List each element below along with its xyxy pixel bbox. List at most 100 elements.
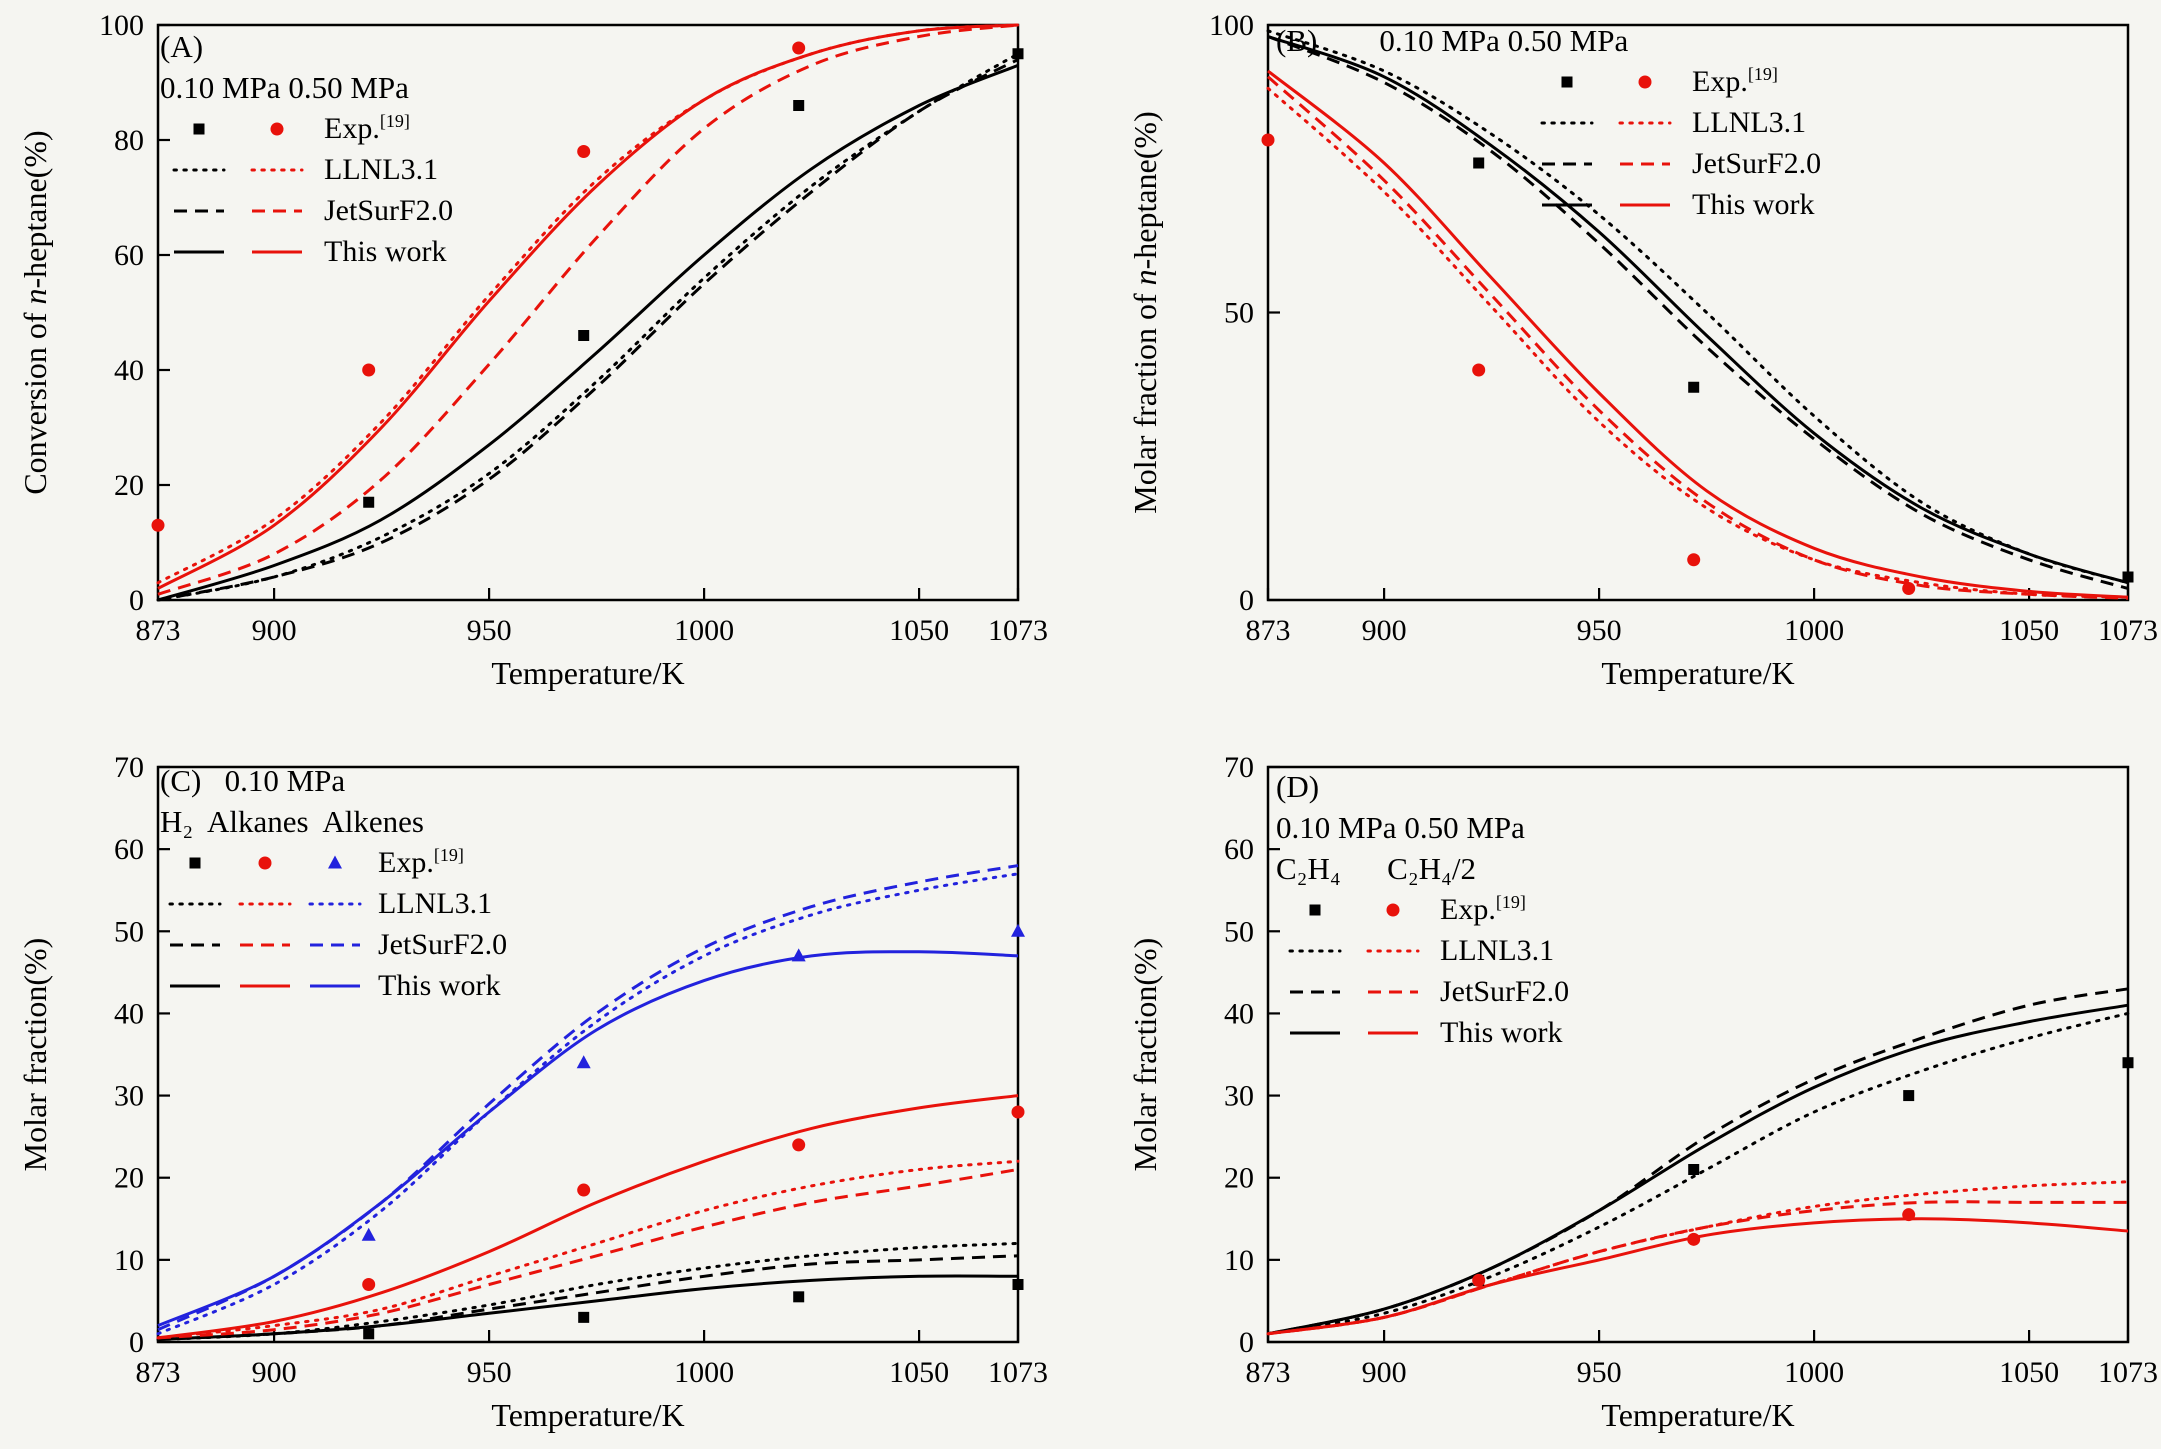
- legend-title-line: (D): [1276, 769, 1320, 804]
- legend-row-jetsurf2-0: JetSurF2.0: [1276, 971, 1569, 1012]
- exp-h2-point: [1012, 1279, 1024, 1290]
- y-tick-label: 70: [114, 752, 144, 784]
- x-tick-label: 1000: [674, 614, 734, 647]
- x-tick-label: 1050: [1999, 614, 2059, 647]
- circle-marker-icon: [230, 852, 300, 874]
- exp-0-10-mpa-point: [363, 496, 375, 508]
- y-tick-label: 50: [1224, 915, 1254, 948]
- legend-row-llnl3-1: LLNL3.1: [1276, 930, 1569, 971]
- panel-A-chart: 873 900 950 1000 1050 1073 0 20 40 60 80 100 Tempera…: [17, 10, 1048, 691]
- x-axis-label: Temperature/K: [491, 655, 684, 691]
- exp-alkenes-point: [791, 948, 806, 962]
- dashed-line-icon: [160, 200, 238, 222]
- exp-0-10-mpa-point: [578, 330, 590, 341]
- y-axis-label: Molar fraction of n-heptane(%): [1127, 111, 1163, 513]
- solid-line-icon: [1528, 194, 1606, 216]
- solid-line-icon: [238, 241, 316, 263]
- x-tick-label: 900: [252, 614, 297, 647]
- exp-alkenes-point: [576, 1055, 591, 1069]
- x-tick-label: 873: [1246, 1356, 1291, 1389]
- exp-0-10-mpa-point: [793, 100, 805, 111]
- dotted-line-icon: [160, 893, 230, 915]
- legend-label: JetSurF2.0: [1440, 974, 1570, 1008]
- legend-label: This work: [1692, 187, 1815, 221]
- dashed-line-icon: [230, 934, 300, 956]
- legend-label: LLNL3.1: [378, 886, 493, 920]
- circle-point: [258, 856, 272, 869]
- dotted-line-icon: [238, 159, 316, 181]
- exp-0-10-mpa-point: [1473, 157, 1485, 169]
- legend-row-jetsurf2-0: JetSurF2.0: [160, 190, 453, 231]
- exp-alkanes-point: [1011, 1105, 1025, 1119]
- x-tick-label: 1073: [988, 1356, 1048, 1389]
- panel-A-legend: (A) 0.10 MPa 0.50 MPa Exp.[19] LLNL3.1 JetSu…: [160, 26, 453, 272]
- y-axis-label: Molar fraction(%): [1127, 938, 1163, 1172]
- legend-label: This work: [324, 234, 447, 268]
- y-tick-label: 30: [1224, 1080, 1254, 1113]
- square-marker-icon: [160, 852, 230, 874]
- circle-marker-icon: [1354, 899, 1432, 921]
- dashed-line-icon: [300, 934, 370, 956]
- y-tick-label: 30: [114, 1080, 144, 1113]
- y-tick-label: 100: [1209, 10, 1254, 42]
- curve-llnl3-1-c2h4-0-10-mpa: [1266, 1011, 2130, 1336]
- legend-title-line: (A): [160, 29, 204, 64]
- x-tick-label: 1000: [1784, 614, 1844, 647]
- legend-title-line: 0.10 MPa 0.50 MPa: [160, 70, 409, 105]
- legend-row-jetsurf2-0: JetSurF2.0: [1528, 143, 1821, 184]
- curve-llnl3-1-0-10-mpa: [1266, 29, 2130, 585]
- curve-this-work-0-10-mpa: [157, 63, 1019, 602]
- legend-label: Exp.[19]: [1440, 892, 1526, 926]
- panel-A: 873 900 950 1000 1050 1073 0 20 40 60 80 100 Tempera…: [8, 10, 1048, 700]
- triangle-point: [328, 855, 342, 868]
- curve-llnl3-1-alkenes: [156, 872, 1020, 1336]
- y-tick-label: 20: [114, 1162, 144, 1195]
- x-tick-label: 1050: [889, 614, 949, 647]
- x-tick-label: 1000: [674, 1356, 734, 1389]
- legend-title-line: C₂H₄ C₂H₄/2: [1276, 851, 1476, 886]
- curve-this-work-c2h4-0-10-mpa: [1267, 1003, 2129, 1336]
- legend-label: JetSurF2.0: [378, 927, 508, 961]
- panel-D-legend: (D) 0.10 MPa 0.50 MPa C₂H₄ C₂H₄/2 Exp.[19] L…: [1276, 766, 1569, 1053]
- exp-0-50-mpa-point: [151, 518, 165, 532]
- circle-point: [1638, 75, 1652, 88]
- exp-0-50-mpa-point: [577, 145, 591, 158]
- legend-title-line: 0.10 MPa 0.50 MPa: [1276, 810, 1525, 845]
- triangle-marker-icon: [300, 852, 370, 874]
- exp-alkenes-point: [361, 1227, 376, 1241]
- y-tick-label: 80: [114, 124, 144, 157]
- y-tick-label: 20: [114, 469, 144, 502]
- panel-B: 873 900 950 1000 1050 1073 0 50 100 Temperature/K…: [1118, 10, 2158, 700]
- square-point: [1309, 904, 1321, 915]
- panel-C-chart: 873 900 950 1000 1050 1073 0 10 20 30 40 50 60 70 Temp…: [17, 752, 1048, 1433]
- exp-c2h4-0-10-mpa-point: [1903, 1090, 1915, 1102]
- solid-line-icon: [1606, 194, 1684, 216]
- dotted-line-icon: [1606, 112, 1684, 134]
- legend-row-llnl3-1: LLNL3.1: [160, 883, 507, 924]
- y-tick-label: 0: [129, 1326, 144, 1359]
- dashed-line-icon: [1276, 981, 1354, 1003]
- x-tick-label: 1073: [2098, 614, 2158, 647]
- y-tick-label: 60: [114, 833, 144, 866]
- x-tick-label: 1073: [988, 614, 1048, 647]
- dashed-line-icon: [238, 200, 316, 222]
- curve-jetsurf2-0-0-10-mpa: [1267, 35, 2129, 590]
- exp-h2-point: [793, 1291, 805, 1303]
- panel-B-legend: (B) 0.10 MPa 0.50 MPa Exp.[19] LLNL3.1 JetS…: [1276, 20, 1821, 225]
- solid-line-icon: [300, 975, 370, 997]
- x-tick-label: 873: [136, 1356, 181, 1389]
- legend-title-line: (C) 0.10 MPa: [160, 763, 346, 798]
- circle-point: [1386, 903, 1400, 916]
- legend-row-this-work: This work: [160, 231, 453, 272]
- curve-this-work-0-10-mpa: [1267, 35, 2129, 585]
- legend-row-exp: Exp.[19]: [160, 108, 453, 149]
- dotted-line-icon: [1354, 940, 1432, 962]
- legend-label: LLNL3.1: [324, 152, 439, 186]
- dotted-line-icon: [1276, 940, 1354, 962]
- solid-line-icon: [1276, 1022, 1354, 1044]
- legend-label: This work: [378, 968, 501, 1002]
- exp-0-50-mpa-point: [1472, 363, 1486, 377]
- legend-label: Exp.[19]: [324, 111, 410, 145]
- exp-alkenes-point: [1011, 923, 1025, 937]
- legend-row-llnl3-1: LLNL3.1: [1528, 102, 1821, 143]
